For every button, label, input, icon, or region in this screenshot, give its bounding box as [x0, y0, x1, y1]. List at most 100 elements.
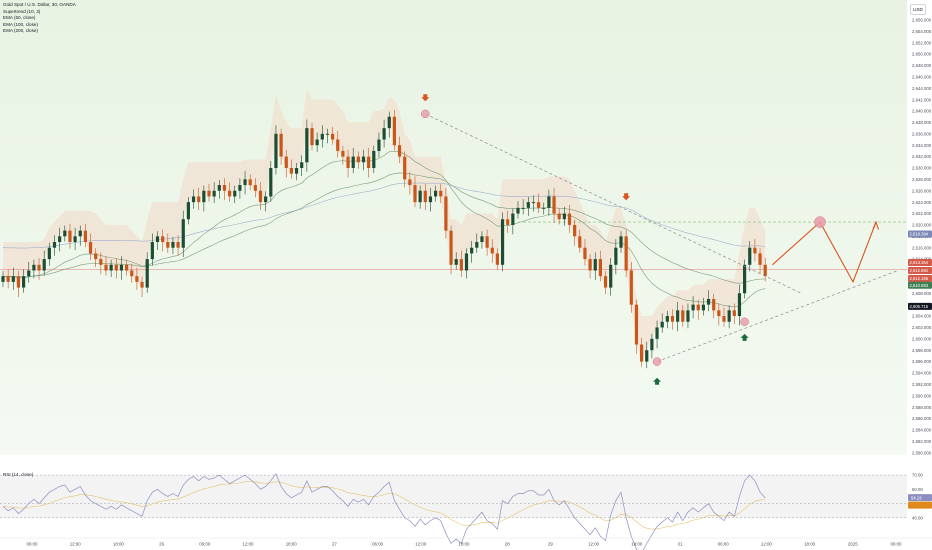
currency-button[interactable]: USD	[910, 4, 926, 15]
candle-body	[217, 185, 221, 191]
price-badge-label: 2,613.354	[910, 260, 929, 265]
price-badge	[908, 302, 932, 310]
candle-body	[403, 156, 407, 180]
candle-body	[691, 304, 695, 311]
time-axis-label: 28	[505, 542, 510, 547]
candle-body	[547, 196, 551, 208]
candle-body	[681, 310, 685, 322]
candle-body	[526, 202, 530, 208]
candle-body	[500, 219, 505, 265]
candle-body	[676, 310, 680, 322]
candle-body	[629, 270, 633, 305]
candle-body	[511, 213, 515, 225]
candle-body	[439, 190, 443, 197]
candle-body	[593, 259, 597, 271]
candle-body	[233, 190, 237, 197]
rsi-legend: RSI (14, close)	[3, 472, 34, 477]
candle-body	[1, 276, 5, 282]
candle-body	[557, 213, 561, 220]
price-axis-label: 2,652.000	[912, 40, 932, 45]
candle-body	[686, 310, 690, 322]
candle-body	[562, 213, 566, 220]
candle-body	[634, 304, 639, 345]
resistance-trendline	[425, 113, 802, 294]
candle-body	[356, 156, 360, 163]
price-axis-label: 2,626.000	[912, 188, 932, 193]
candle-body	[37, 264, 41, 271]
support-trendline	[656, 270, 899, 362]
candle-body	[670, 316, 675, 322]
rsi-ma-badge	[908, 501, 932, 509]
candle-body	[114, 264, 118, 271]
legend-supertrend: Supertrend (10, 3)	[3, 8, 41, 14]
projection-arrowhead-icon	[872, 220, 880, 230]
candle-body	[537, 202, 541, 208]
time-axis-label: 12:00	[243, 542, 255, 547]
time-axis-label: 12:00	[70, 542, 82, 547]
candle-body	[372, 150, 376, 168]
candle-body	[552, 196, 556, 214]
price-badge-label: 2,605.715	[910, 304, 929, 309]
candle-body	[495, 253, 499, 265]
candle-body	[264, 196, 268, 203]
chart-legend: Gold Spot / U.S. Dollar, 30, OANDA Super…	[3, 2, 76, 35]
price-badge-label: 2,618.394	[910, 232, 929, 237]
price-axis-label: 2,596.000	[912, 359, 932, 364]
candle-body	[603, 276, 608, 288]
candle-body	[83, 230, 87, 243]
candle-body	[150, 242, 154, 260]
time-axis-label: 27	[332, 542, 337, 547]
price-axis-label: 2,594.000	[912, 371, 932, 376]
rsi-value-badge	[908, 494, 932, 502]
candle-body	[645, 350, 649, 362]
candle-body	[423, 190, 427, 203]
candle-body	[763, 264, 767, 277]
rsi-ma-line	[2, 481, 766, 530]
price-axis-label: 2,588.000	[912, 405, 932, 410]
rsi-axis-label: 60.00	[912, 487, 923, 492]
sell-arrow-icon	[421, 94, 430, 102]
candle-body	[706, 298, 711, 305]
candle-body	[665, 316, 669, 322]
price-badge-label: 2,610.883	[910, 283, 929, 288]
candle-body	[6, 276, 10, 282]
price-axis-label: 2,636.000	[912, 131, 932, 136]
legend-title: Gold Spot / U.S. Dollar, 30, OANDA	[3, 2, 76, 7]
candle-body	[253, 185, 257, 191]
time-axis-label: 29	[548, 542, 553, 547]
pane-gap	[0, 455, 907, 466]
higher-low-marker	[740, 317, 749, 326]
candle-body	[176, 242, 180, 248]
candle-body	[186, 202, 190, 220]
candle-body	[42, 259, 46, 271]
price-axis-label: 2,656.000	[912, 18, 932, 23]
candle-body	[567, 213, 572, 225]
price-axis-label: 2,640.000	[912, 109, 932, 114]
candle-body	[171, 242, 175, 248]
candle-body	[531, 202, 536, 204]
sell-arrow-icon	[622, 193, 631, 201]
price-axis-label: 2,654.000	[912, 29, 932, 34]
candle-body	[191, 196, 196, 203]
swing-low-marker	[652, 357, 662, 366]
candle-body	[78, 230, 82, 237]
candle-body	[444, 196, 448, 231]
candle-body	[207, 190, 211, 197]
ema-100-line	[2, 172, 766, 284]
candle-body	[274, 133, 278, 168]
candle-body	[624, 236, 628, 271]
legend-ema200: EMA (200, close)	[3, 28, 38, 33]
candle-body	[109, 264, 113, 271]
candle-body	[516, 207, 520, 214]
price-axis-label: 2,622.000	[912, 211, 932, 216]
candle-body	[619, 236, 623, 248]
candle-body	[367, 156, 371, 168]
candle-body	[212, 190, 216, 197]
candle-body	[68, 230, 72, 243]
price-axis-label: 2,632.000	[912, 154, 932, 159]
candle-body	[202, 190, 206, 203]
candle-body	[16, 276, 21, 288]
candle-body	[743, 264, 747, 294]
candle-body	[310, 128, 314, 146]
